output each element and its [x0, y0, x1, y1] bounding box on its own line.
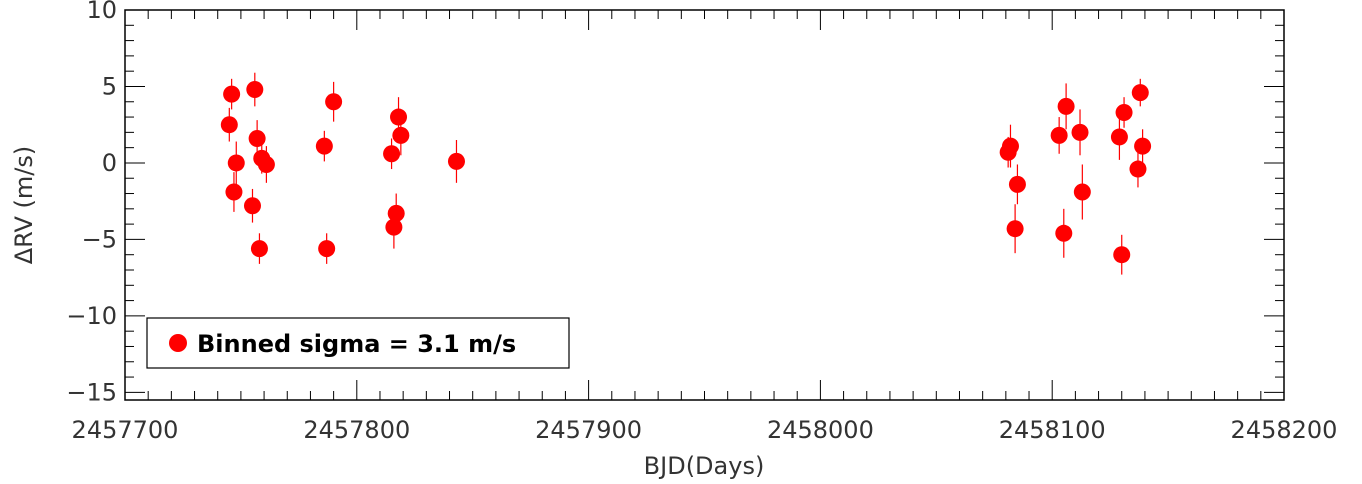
y-tick-labels: 10 5 0 −5 −10 −15	[66, 0, 117, 406]
data-point	[392, 115, 410, 156]
data-point	[248, 120, 266, 157]
point-marker	[1073, 183, 1091, 201]
point-marker	[243, 197, 261, 215]
point-marker	[227, 154, 245, 172]
data-point	[387, 193, 405, 234]
data-point	[257, 146, 275, 183]
data-point	[1055, 208, 1073, 258]
point-marker	[225, 183, 243, 201]
x-tick-label: 2457700	[72, 416, 179, 444]
data-point	[1001, 124, 1019, 168]
y-ticks	[125, 9, 1284, 393]
legend-label: Binned sigma = 3.1 m/s	[197, 330, 516, 358]
point-marker	[1071, 123, 1089, 141]
data-point	[220, 107, 238, 142]
data-point	[1129, 150, 1147, 188]
point-marker	[318, 240, 336, 258]
data-point	[1006, 204, 1024, 254]
x-tick-label: 2457800	[303, 416, 410, 444]
point-marker	[1134, 137, 1152, 155]
data-point	[383, 138, 401, 170]
point-marker	[1008, 175, 1026, 193]
data-point	[243, 188, 261, 223]
y-tick-label: −5	[82, 225, 117, 253]
data-point	[225, 172, 243, 212]
point-marker	[325, 93, 343, 111]
point-marker	[220, 116, 238, 134]
point-marker	[390, 108, 408, 126]
point-marker	[1050, 126, 1068, 144]
point-marker	[383, 145, 401, 163]
legend-box	[146, 317, 570, 369]
point-marker	[1055, 224, 1073, 242]
data-point	[1113, 234, 1131, 275]
point-marker	[387, 204, 405, 222]
data-point	[1008, 164, 1026, 205]
data-point	[246, 72, 264, 107]
point-marker	[385, 218, 403, 236]
data-point	[1050, 117, 1068, 154]
data-point	[447, 140, 465, 183]
x-tick-labels: 2457700 2457800 2457900 2458000 2458100 24582…	[72, 416, 1338, 444]
point-marker	[246, 81, 264, 99]
point-marker	[248, 129, 266, 147]
data-point	[1110, 114, 1128, 160]
point-marker	[1006, 220, 1024, 238]
data-point	[223, 78, 241, 110]
point-marker	[1113, 246, 1131, 264]
legend-marker	[169, 334, 187, 352]
point-marker	[315, 137, 333, 155]
x-tick-label: 2458200	[1231, 416, 1338, 444]
data-point	[318, 233, 336, 264]
point-marker	[223, 85, 241, 103]
y-tick-label: 10	[86, 0, 117, 24]
point-marker	[1057, 97, 1075, 115]
y-tick-label: −10	[66, 302, 117, 330]
data-point	[1057, 83, 1075, 130]
point-marker	[250, 240, 268, 258]
x-tick-label: 2458100	[999, 416, 1106, 444]
point-marker	[447, 152, 465, 170]
data-point	[1115, 97, 1133, 128]
data-point	[1134, 129, 1152, 163]
point-marker	[1131, 84, 1149, 102]
data-point	[250, 233, 268, 264]
data-point	[1131, 78, 1149, 107]
x-axis-label: BJD(Days)	[644, 452, 765, 480]
x-tick-label: 2457900	[535, 416, 642, 444]
y-tick-label: −15	[66, 378, 117, 406]
y-axis-label: ΔRV (m/s)	[10, 146, 38, 265]
data-point	[1071, 109, 1089, 156]
data-point	[315, 130, 333, 162]
point-marker	[1115, 103, 1133, 121]
data-point	[227, 141, 245, 185]
x-tick-label: 2458000	[767, 416, 874, 444]
point-marker	[392, 126, 410, 144]
point-marker	[1001, 137, 1019, 155]
y-tick-label: 5	[102, 72, 117, 100]
point-marker	[257, 155, 275, 173]
data-points	[220, 72, 1152, 275]
point-marker	[1129, 160, 1147, 178]
point-marker	[1110, 128, 1128, 146]
data-point	[1073, 164, 1091, 220]
x-ticks	[124, 10, 1285, 400]
legend: Binned sigma = 3.1 m/s	[146, 317, 570, 369]
data-point	[325, 81, 343, 122]
y-tick-label: 0	[102, 149, 117, 177]
